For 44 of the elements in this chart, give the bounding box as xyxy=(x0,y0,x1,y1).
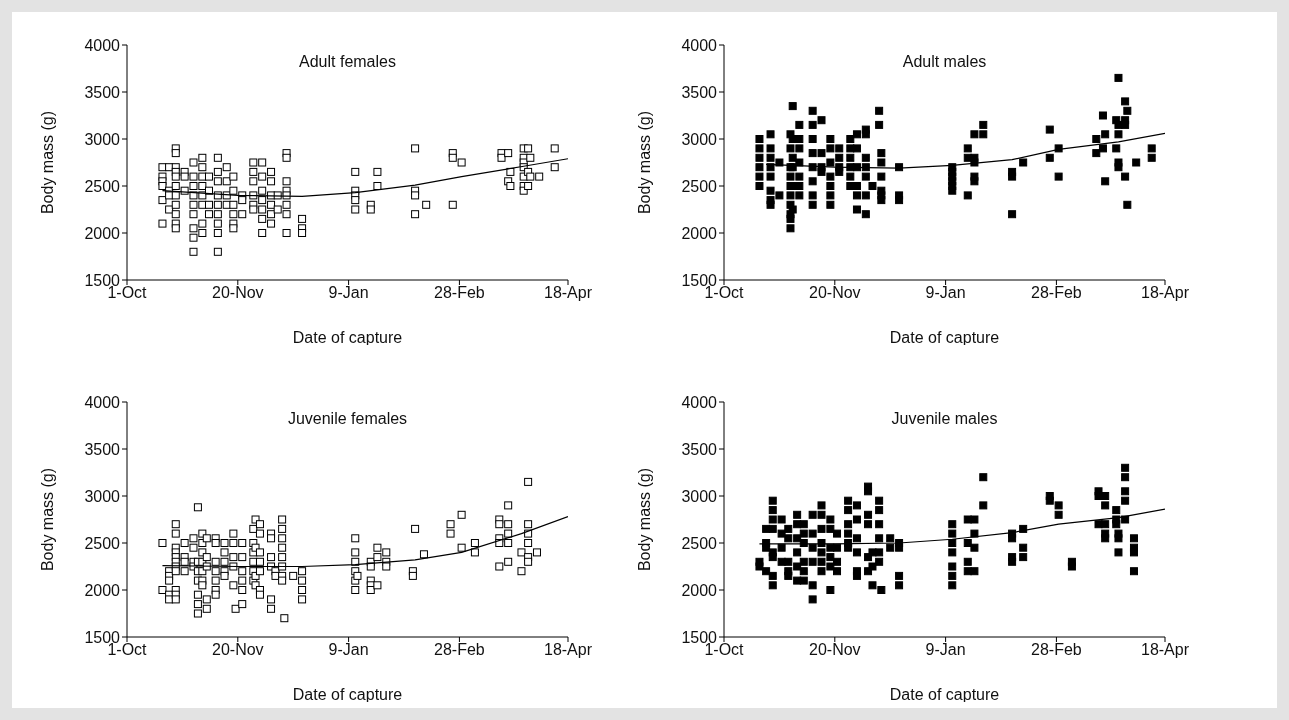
y-tick-label: 2500 xyxy=(681,534,718,552)
x-tick-label: 20-Nov xyxy=(212,284,264,302)
x-tick-label: 28-Feb xyxy=(1031,284,1082,302)
y-tick-label: 2000 xyxy=(681,224,718,242)
y-tick-label: 3000 xyxy=(681,130,718,148)
y-tick-label: 4000 xyxy=(681,36,718,54)
text: Adult females xyxy=(298,53,397,71)
y-tick-label: 3500 xyxy=(84,83,121,101)
y-tick-label: 4000 xyxy=(84,393,121,411)
x-tick-label: 20-Nov xyxy=(809,641,861,659)
text: Juvenile females xyxy=(286,410,409,428)
text: Juvenile males xyxy=(890,410,999,428)
y-tick-label: 3000 xyxy=(84,130,121,148)
y-tick-label: 3000 xyxy=(681,487,718,505)
y-axis-title: Body mass (g) xyxy=(38,467,56,572)
x-tick-label: 9-Jan xyxy=(328,284,369,302)
y-tick-label: 4000 xyxy=(84,36,121,54)
x-tick-label: 9-Jan xyxy=(925,284,966,302)
x-tick-label: 18-Apr xyxy=(1140,641,1190,659)
y-tick-label: 3500 xyxy=(681,440,718,458)
y-axis-title: Body mass (g) xyxy=(635,110,653,215)
y-tick-label: 2000 xyxy=(84,224,121,242)
y-tick-label: 3500 xyxy=(681,83,718,101)
x-tick-label: 18-Apr xyxy=(543,641,593,659)
x-tick-label: 28-Feb xyxy=(434,284,485,302)
text: Adult males xyxy=(901,53,988,71)
y-tick-label: 2000 xyxy=(681,581,718,599)
y-tick-label: 2000 xyxy=(84,581,121,599)
x-tick-label: 20-Nov xyxy=(212,641,264,659)
x-tick-label: 28-Feb xyxy=(1031,641,1082,659)
x-tick-label: 18-Apr xyxy=(543,284,593,302)
x-tick-label: 20-Nov xyxy=(809,284,861,302)
x-tick-label: 18-Apr xyxy=(1140,284,1190,302)
y-tick-label: 2500 xyxy=(84,534,121,552)
x-tick-label: 28-Feb xyxy=(434,641,485,659)
y-tick-label: 2500 xyxy=(681,177,718,195)
y-axis-title: Body mass (g) xyxy=(635,467,653,572)
y-tick-label: 3500 xyxy=(84,440,121,458)
y-axis-title: Body mass (g) xyxy=(38,110,56,215)
y-tick-label: 2500 xyxy=(84,177,121,195)
x-tick-label: 9-Jan xyxy=(328,641,369,659)
y-tick-label: 4000 xyxy=(681,393,718,411)
x-tick-label: 9-Jan xyxy=(925,641,966,659)
y-tick-label: 3000 xyxy=(84,487,121,505)
